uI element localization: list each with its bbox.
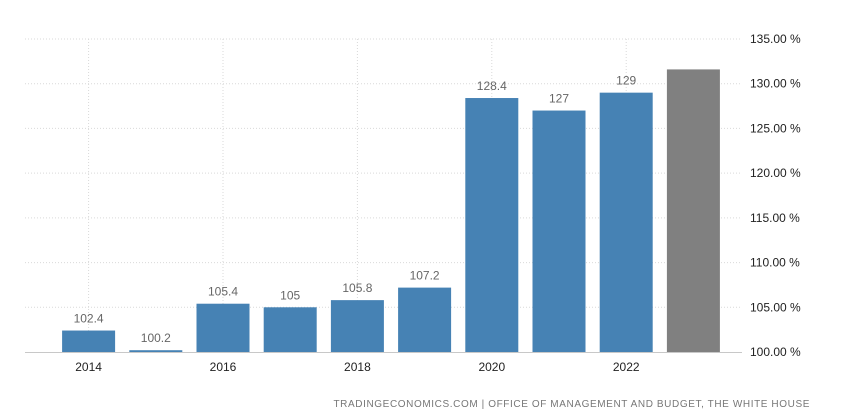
data-label: 127 [549, 92, 569, 106]
bar [129, 350, 183, 352]
data-label: 100.2 [141, 331, 171, 345]
data-label: 105 [280, 288, 300, 302]
y-tick-label: 105.00 % [750, 300, 801, 314]
y-tick-label: 100.00 % [750, 345, 801, 359]
bar [330, 300, 384, 352]
y-tick-label: 125.00 % [750, 121, 801, 135]
bar [196, 303, 250, 352]
data-label: 107.2 [410, 269, 440, 283]
data-label: 105.4 [208, 285, 238, 299]
bar [62, 330, 116, 352]
x-tick-label: 2020 [478, 360, 505, 374]
x-tick-label: 2016 [210, 360, 237, 374]
bar [465, 98, 519, 352]
bar [263, 307, 317, 352]
bar [398, 287, 452, 352]
data-labels: 102.4 100.2 105.4 105 105.8 107.2 128.4 127 129 [74, 74, 637, 346]
y-tick-label: 135.00 % [750, 32, 801, 46]
data-label: 105.8 [342, 281, 372, 295]
data-label: 102.4 [74, 312, 104, 326]
y-axis-tick-labels: 100.00 % 105.00 % 110.00 % 115.00 % 120.00 %… [750, 32, 801, 359]
x-tick-label: 2018 [344, 360, 371, 374]
data-label: 129 [616, 74, 636, 88]
x-axis-tick-labels: 2014 2016 2018 2020 2022 [75, 360, 640, 374]
y-tick-label: 130.00 % [750, 77, 801, 91]
bar [599, 92, 653, 353]
y-tick-label: 110.00 % [750, 256, 800, 270]
y-tick-label: 115.00 % [750, 211, 800, 225]
bar-series [62, 69, 720, 353]
bar [532, 110, 586, 353]
source-caption: TRADINGECONOMICS.COM | OFFICE OF MANAGEM… [333, 399, 810, 410]
x-tick-label: 2022 [613, 360, 640, 374]
y-tick-label: 120.00 % [750, 166, 801, 180]
data-label: 128.4 [477, 79, 507, 93]
x-tick-label: 2014 [75, 360, 102, 374]
bar [666, 69, 720, 353]
